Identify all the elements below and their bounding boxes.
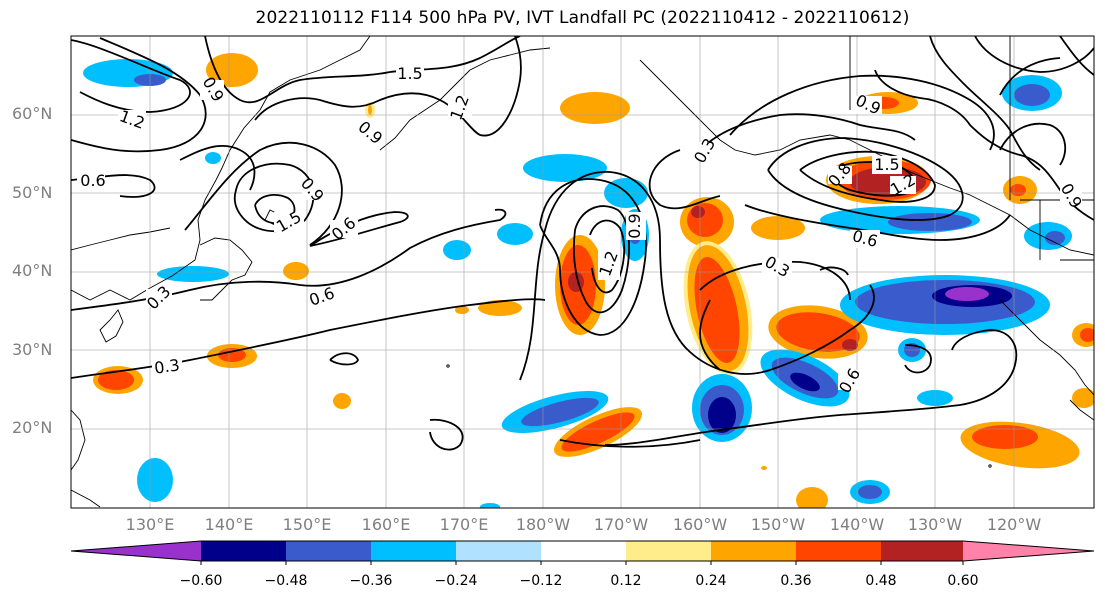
lon-label: 170°E: [439, 515, 489, 534]
colorbar-segment: [711, 541, 796, 561]
lat-label: 30°N: [12, 340, 53, 359]
lon-label: 160°E: [361, 515, 411, 534]
lon-label: 140°W: [829, 515, 885, 534]
colorbar-segment: [286, 541, 371, 561]
shading-layer: [83, 53, 1094, 508]
colorbar-segment: [201, 541, 286, 561]
negative-anomaly: [83, 59, 1072, 508]
contour-label: 0.9: [297, 174, 328, 206]
figure-title: 2022110112 F114 500 hPa PV, IVT Landfall…: [255, 8, 910, 28]
map-frame: [70, 35, 1095, 509]
coastlines: [71, 36, 1094, 508]
contour-labels: 1.5 1.2 0.9 0.6 0.3 0.6 0.3 0.9 1.2 1.5 …: [77, 64, 1086, 397]
lon-label: 180°W: [515, 515, 571, 534]
lon-label: 140°E: [204, 515, 254, 534]
colorbar-segment: [541, 541, 626, 561]
colorbar-segment: [796, 541, 881, 561]
colorbar-tick-label: 0.36: [780, 573, 812, 589]
lon-label: 150°E: [282, 515, 332, 534]
lon-label: 130°E: [125, 515, 175, 534]
colorbar-tick-label: 0.60: [947, 573, 979, 589]
lon-label: 130°W: [907, 515, 963, 534]
contour-label: 0.3: [153, 355, 181, 377]
colorbar-tick-label: −0.12: [519, 573, 563, 589]
lat-label: 60°N: [12, 104, 53, 123]
contour-label: 0.9: [1057, 180, 1086, 212]
contour-label: 1.5: [874, 155, 899, 174]
contour-label: 0.9: [625, 213, 644, 238]
lon-label: 150°W: [750, 515, 806, 534]
colorbar-tick-label: −0.24: [434, 573, 478, 589]
contour-label: 0.3: [761, 252, 793, 281]
colorbar-segment: [963, 541, 1094, 561]
lat-label: 50°N: [12, 183, 53, 202]
colorbar-segment: [626, 541, 711, 561]
colorbar-segment: [71, 541, 201, 561]
contour-label: 1.5: [397, 64, 422, 83]
colorbar-tick-label: 0.12: [610, 573, 642, 589]
lat-label: 20°N: [12, 418, 53, 437]
colorbar-tick-label: −0.60: [179, 573, 223, 589]
lon-label: 170°W: [593, 515, 649, 534]
colorbar: [70, 540, 1095, 565]
contour-label: 0.6: [328, 213, 360, 244]
colorbar-segment: [881, 541, 963, 561]
contour-label: 0.6: [80, 171, 105, 190]
contour-label: 0.3: [690, 135, 719, 167]
lon-label: 160°W: [672, 515, 728, 534]
colorbar-tick-label: −0.48: [264, 573, 308, 589]
lon-label: 120°W: [986, 515, 1042, 534]
colorbar-segment: [456, 541, 541, 561]
contour-label: 0.9: [354, 117, 386, 148]
contour-label: 0.3: [143, 282, 174, 313]
lat-label: 40°N: [12, 261, 53, 280]
colorbar-tick-label: −0.36: [349, 573, 393, 589]
positive-anomaly: [93, 53, 1094, 508]
colorbar-segment: [371, 541, 456, 561]
colorbar-tick-label: 0.48: [865, 573, 897, 589]
colorbar-tick-label: 0.24: [695, 573, 727, 589]
